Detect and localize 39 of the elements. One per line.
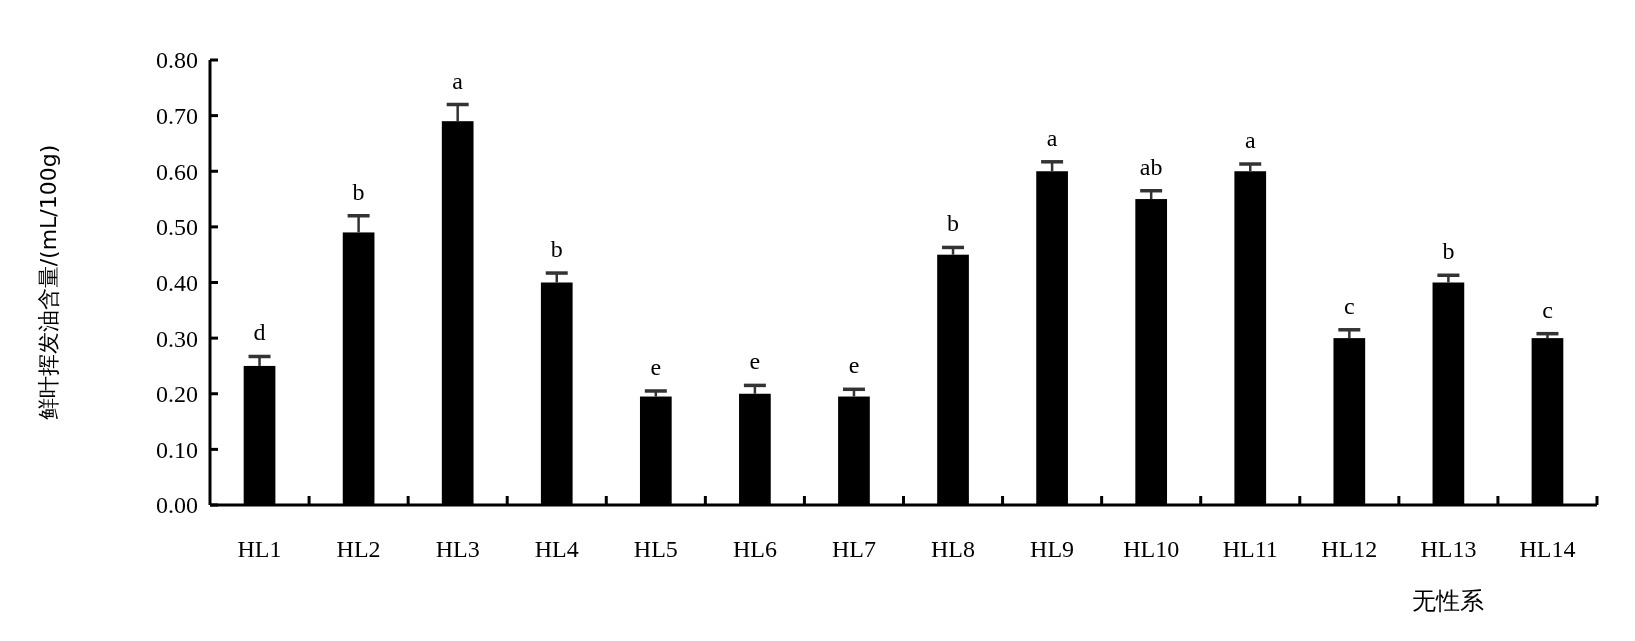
annotation: e — [650, 353, 662, 380]
x-tick-label: HL13 — [1420, 536, 1477, 562]
annotation: ab — [1139, 153, 1163, 180]
annotation: a — [1244, 127, 1256, 154]
y-tick-label: 0.10 — [156, 436, 198, 463]
x-tick-label: HL4 — [534, 536, 579, 562]
x-tick-label: HL12 — [1321, 536, 1378, 562]
x-tick-label: HL9 — [1030, 536, 1075, 562]
annotation: c — [1343, 292, 1355, 319]
y-tick-label: 0.70 — [156, 103, 198, 130]
annotation: b — [550, 236, 563, 263]
x-tick-label: HL3 — [435, 536, 480, 562]
annotation: d — [253, 319, 266, 346]
x-tick-label: HL1 — [237, 536, 282, 562]
y-tick-label: 0.20 — [156, 381, 198, 408]
annotation: a — [452, 67, 464, 94]
annotation: b — [352, 178, 365, 205]
x-tick-label: HL14 — [1519, 536, 1576, 562]
annotation: c — [1542, 296, 1553, 323]
annotation: a — [1046, 124, 1058, 151]
x-tick-label: HL10 — [1123, 536, 1180, 562]
annotation: e — [848, 352, 860, 379]
x-tick-label: HL5 — [633, 536, 678, 562]
x-tick-label: HL7 — [831, 536, 876, 562]
y-tick-label: 0.60 — [156, 158, 198, 185]
y-axis-title: 鲜叶挥发油含量/(mL/100g) — [36, 144, 61, 421]
y-tick-label: 0.50 — [156, 214, 198, 241]
annotation: e — [749, 348, 761, 375]
annotation: b — [1442, 238, 1455, 265]
x-tick-label: HL6 — [732, 536, 777, 562]
y-tick-label: 0.30 — [156, 325, 198, 352]
x-tick-label: HL11 — [1222, 536, 1278, 562]
y-tick-label: 0.00 — [156, 492, 198, 519]
x-tick-label: HL8 — [931, 536, 976, 562]
x-tick-label: HL2 — [336, 536, 381, 562]
x-axis-title: 无性系 — [1412, 587, 1485, 615]
annotation: b — [947, 210, 960, 237]
y-tick-label: 0.80 — [156, 47, 198, 74]
y-tick-label: 0.40 — [156, 269, 198, 296]
